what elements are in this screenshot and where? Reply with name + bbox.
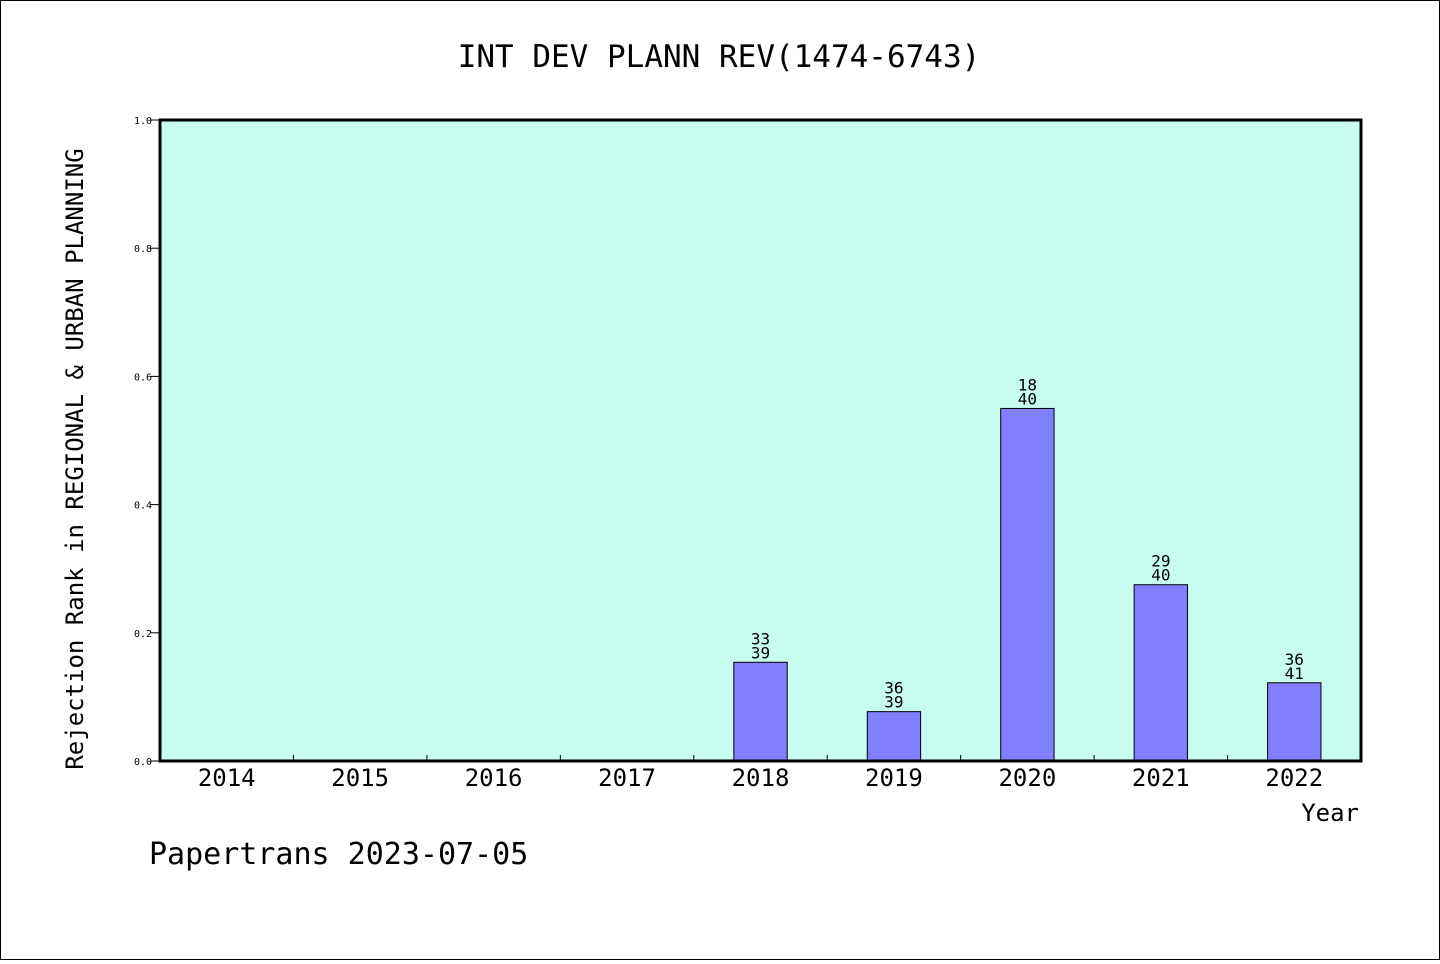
x-axis-label: Year — [1301, 799, 1359, 827]
y-tick-label: 0.2 — [134, 629, 152, 640]
x-tick-label: 2018 — [732, 764, 790, 792]
bar-data-label: 39 — [751, 643, 770, 662]
bar-data-label: 41 — [1285, 664, 1304, 683]
bar-2020 — [1000, 407, 1055, 762]
x-tick-label: 2022 — [1265, 764, 1323, 792]
y-axis-ticks: 0.0 0.2 0.4 0.6 0.8 1.0 — [134, 116, 160, 768]
x-tick-label: 2020 — [998, 764, 1056, 792]
bar-data-label: 36 — [1285, 650, 1304, 669]
bar-data-label: 40 — [1018, 389, 1037, 408]
bar-data-label: 36 — [884, 679, 903, 698]
y-axis-label: Rejection Rank in REGIONAL & URBAN PLANN… — [61, 148, 89, 769]
x-tick-label: 2021 — [1132, 764, 1190, 792]
y-tick-label: 0.4 — [134, 501, 152, 512]
y-tick-label: 0.6 — [134, 372, 152, 383]
bar-2022 — [1267, 682, 1322, 762]
bar-2018 — [733, 661, 788, 762]
x-tick-label: 2016 — [465, 764, 523, 792]
y-tick-label: 1.0 — [134, 116, 152, 127]
x-tick-label: 2014 — [198, 764, 256, 792]
bar-data-label: 29 — [1151, 552, 1170, 571]
bar-data-label: 40 — [1151, 566, 1170, 585]
footer-text: Papertrans 2023-07-05 — [149, 837, 528, 872]
plot-border — [158, 118, 1363, 763]
y-tick-label: 0.0 — [134, 757, 152, 768]
bars-group — [733, 407, 1322, 762]
x-tick-label: 2015 — [331, 764, 389, 792]
bar-2021 — [1133, 584, 1189, 762]
bar-data-label: 39 — [884, 693, 903, 712]
x-axis-ticks: 2014 2015 2016 2017 2018 2019 2020 2021 2022 — [198, 755, 1323, 792]
bar-data-label: 33 — [751, 629, 770, 648]
chart-title: INT DEV PLANN REV(1474-6743) — [458, 39, 981, 75]
bar-2019 — [866, 711, 922, 762]
x-tick-label: 2017 — [598, 764, 656, 792]
bar-data-label: 18 — [1018, 375, 1037, 394]
y-tick-label: 0.8 — [134, 244, 152, 255]
x-tick-label: 2019 — [865, 764, 923, 792]
